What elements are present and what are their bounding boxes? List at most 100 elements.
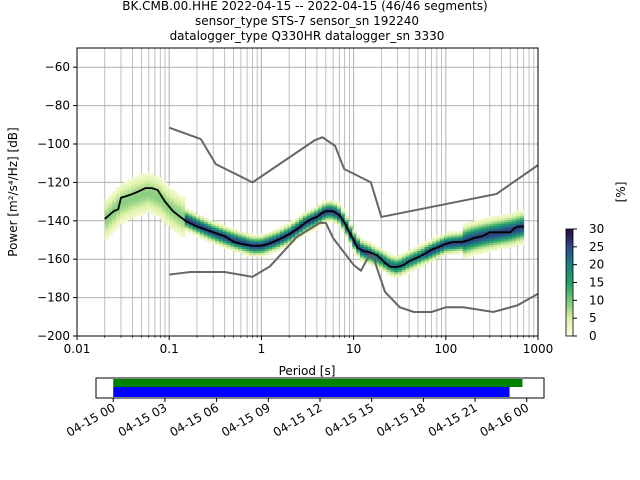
- histogram-cell: [173, 214, 178, 217]
- histogram-cell: [413, 246, 418, 249]
- timeline-data-bar: [113, 387, 510, 397]
- histogram-cell: [504, 235, 509, 238]
- histogram-cell: [485, 225, 490, 228]
- histogram-cell: [504, 217, 509, 221]
- histogram-cell: [211, 229, 216, 232]
- histogram-cell: [405, 258, 410, 261]
- histogram-cell: [337, 219, 342, 223]
- histogram-cell: [219, 227, 224, 230]
- histogram-cell: [508, 214, 513, 217]
- histogram-cell: [219, 225, 224, 228]
- histogram-cell: [119, 189, 125, 192]
- histogram-cell: [219, 240, 224, 244]
- histogram-cell: [439, 242, 445, 246]
- histogram-cell: [428, 240, 433, 244]
- histogram-cell: [367, 248, 372, 251]
- histogram-cell: [340, 229, 346, 232]
- histogram-cell: [325, 219, 330, 223]
- histogram-cell: [139, 196, 144, 200]
- histogram-cell: [386, 252, 391, 255]
- histogram-cell: [378, 260, 384, 263]
- histogram-cell: [493, 225, 498, 228]
- histogram-cell: [287, 240, 292, 244]
- histogram-cell: [119, 198, 125, 201]
- histogram-cell: [314, 208, 319, 211]
- histogram-cell: [150, 208, 155, 211]
- histogram-cell: [165, 206, 170, 209]
- histogram-cell: [104, 221, 109, 224]
- histogram-cell: [104, 237, 109, 240]
- histogram-cell: [481, 248, 487, 251]
- histogram-cell: [253, 242, 258, 246]
- histogram-cell: [417, 258, 422, 261]
- histogram-cell: [451, 235, 456, 238]
- histogram-cell: [222, 244, 228, 248]
- histogram-cell: [150, 194, 155, 198]
- histogram-cell: [123, 192, 129, 196]
- histogram-cell: [405, 267, 410, 271]
- histogram-cell: [413, 265, 418, 269]
- histogram-cell: [474, 250, 479, 253]
- x-tick-label: 100: [434, 342, 457, 356]
- histogram-cell: [512, 212, 517, 215]
- histogram-cell: [112, 219, 117, 223]
- histogram-cell: [112, 200, 117, 203]
- histogram-cell: [123, 217, 129, 221]
- histogram-cell: [142, 200, 148, 203]
- histogram-cell: [104, 202, 109, 205]
- histogram-cell: [165, 189, 170, 192]
- histogram-cell: [519, 223, 525, 226]
- histogram-cell: [493, 244, 498, 248]
- histogram-cell: [348, 227, 353, 230]
- histogram-cell: [161, 192, 167, 196]
- histogram-cell: [234, 231, 239, 234]
- histogram-cell: [321, 212, 327, 215]
- histogram-cell: [119, 202, 125, 205]
- histogram-cell: [451, 231, 456, 234]
- histogram-cell: [394, 267, 399, 271]
- histogram-cell: [306, 216, 311, 219]
- histogram-cell: [104, 204, 109, 207]
- histogram-cell: [405, 265, 410, 269]
- colorbar-tick-label: 20: [589, 258, 604, 272]
- histogram-cell: [173, 194, 178, 198]
- histogram-cell: [432, 237, 437, 240]
- histogram-cell: [447, 239, 452, 242]
- histogram-cell: [474, 225, 479, 228]
- histogram-cell: [516, 227, 521, 230]
- histogram-cell: [401, 269, 407, 272]
- histogram-cell: [177, 212, 182, 215]
- histogram-cell: [139, 177, 144, 180]
- histogram-cell: [104, 212, 109, 215]
- histogram-cell: [504, 225, 509, 228]
- histogram-cell: [493, 246, 498, 249]
- histogram-cell: [405, 252, 410, 255]
- histogram-cell: [447, 250, 452, 253]
- histogram-cell: [241, 252, 247, 255]
- histogram-cell: [451, 250, 456, 253]
- histogram-cell: [458, 250, 464, 253]
- histogram-cell: [104, 235, 109, 238]
- histogram-cell: [150, 185, 155, 188]
- histogram-cell: [318, 216, 323, 219]
- timeline-tick-label: 04-15 18: [374, 400, 428, 439]
- histogram-cell: [348, 240, 353, 244]
- histogram-cell: [177, 221, 182, 224]
- histogram-cell: [432, 250, 437, 253]
- histogram-cell: [257, 240, 262, 244]
- histogram-cell: [150, 210, 155, 213]
- histogram-cell: [409, 252, 414, 255]
- histogram-cell: [325, 208, 330, 211]
- timeline-tick-label: 04-15 12: [271, 400, 325, 439]
- histogram-cell: [420, 244, 426, 248]
- histogram-cell: [230, 244, 235, 248]
- histogram-cell: [131, 204, 136, 207]
- histogram-cell: [119, 185, 125, 188]
- histogram-cell: [146, 196, 151, 200]
- histogram-cell: [512, 221, 517, 224]
- histogram-cell: [500, 214, 506, 217]
- histogram-cell: [470, 223, 475, 226]
- histogram-cell: [333, 214, 338, 217]
- histogram-cell: [329, 214, 334, 217]
- histogram-cell: [222, 229, 228, 232]
